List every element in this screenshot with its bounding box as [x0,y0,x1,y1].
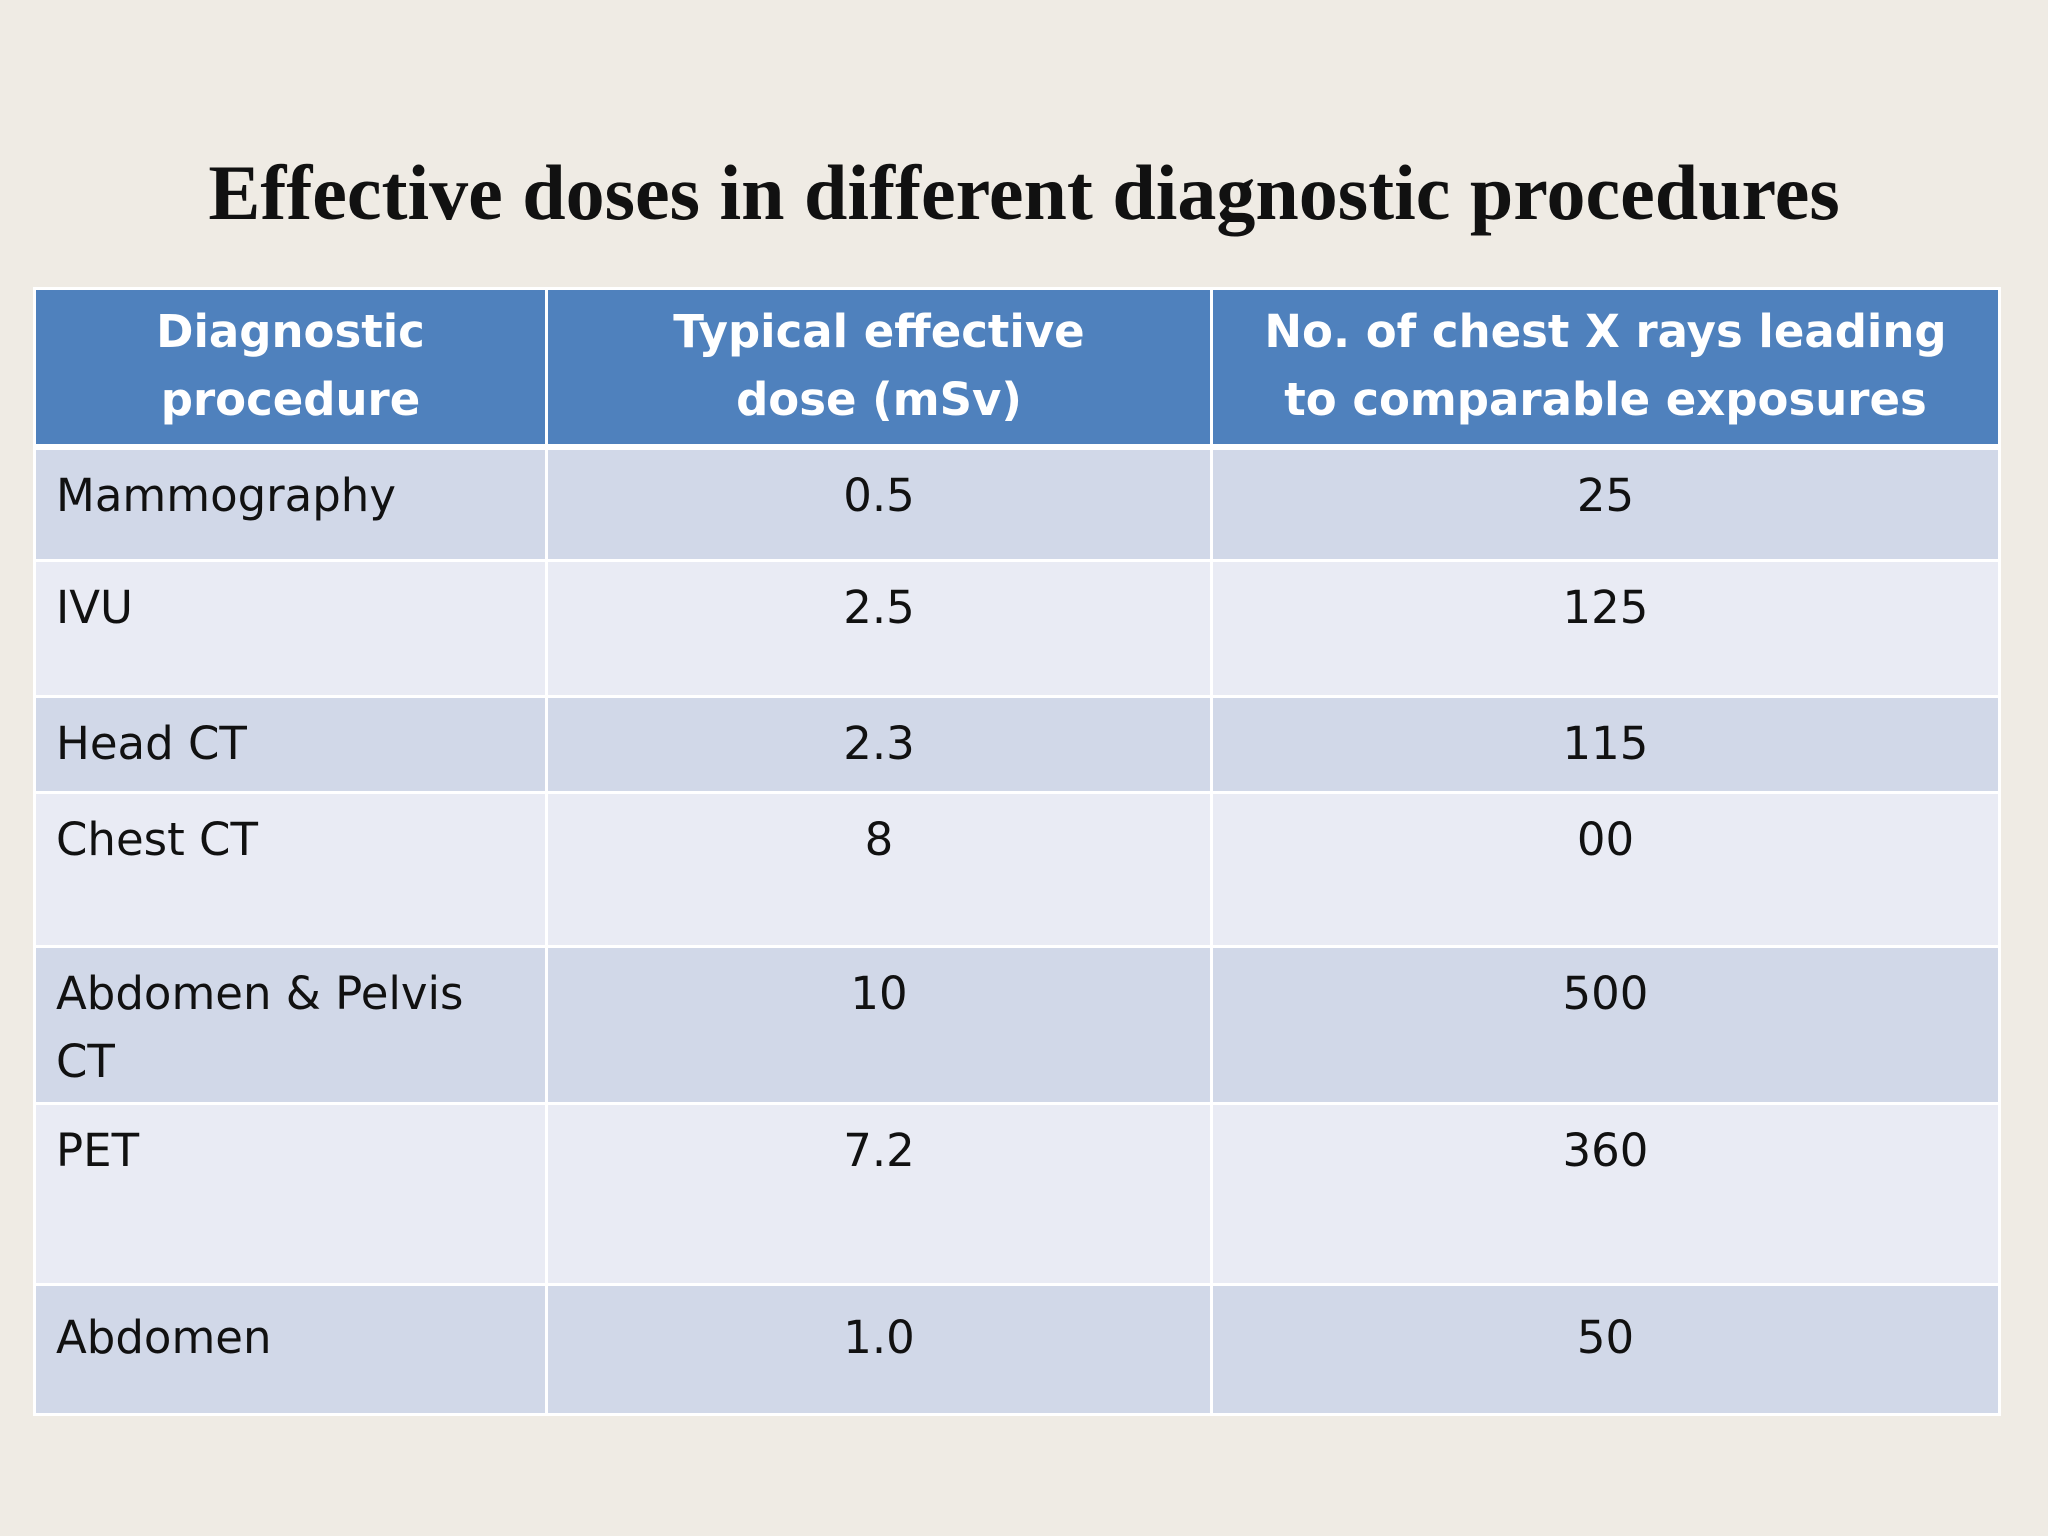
chest-xrays-cell: 360 [1210,1102,2001,1286]
dose-cell: 8 [545,791,1213,948]
chest-xrays-cell: 00 [1210,791,2001,948]
table-row: Abdomen 1.0 50 [33,1283,2001,1416]
chest-xrays-cell: 50 [1210,1283,2001,1416]
dose-cell: 2.3 [545,695,1213,794]
dose-cell: 0.5 [545,445,1213,562]
header-chest-xray-equivalent: No. of chest X rays leading to comparabl… [1210,287,2001,450]
table-row: Chest CT 8 00 [33,791,2001,948]
procedure-cell: IVU [33,559,548,698]
chest-xrays-cell: 500 [1210,945,2001,1105]
chest-xrays-cell: 125 [1210,559,2001,698]
dose-table: Diagnostic procedure Typical effective d… [33,287,2001,1416]
slide-title: Effective doses in different diagnostic … [208,149,1840,236]
dose-cell: 1.0 [545,1283,1213,1416]
header-diagnostic-procedure: Diagnostic procedure [33,287,548,450]
table-row: Head CT 2.3 115 [33,695,2001,794]
table-row: Abdomen & Pelvis CT 10 500 [33,945,2001,1105]
procedure-cell: PET [33,1102,548,1286]
procedure-cell: Abdomen & Pelvis CT [33,945,548,1105]
table-row: Mammography 0.5 25 [33,445,2001,562]
chest-xrays-cell: 115 [1210,695,2001,794]
dose-cell: 2.5 [545,559,1213,698]
header-typical-effective-dose: Typical effective dose (mSv) [545,287,1213,450]
table-header-row: Diagnostic procedure Typical effective d… [33,287,2001,450]
chest-xrays-cell: 25 [1210,445,2001,562]
table-row: IVU 2.5 125 [33,559,2001,698]
table-row: PET 7.2 360 [33,1102,2001,1286]
procedure-cell: Head CT [33,695,548,794]
procedure-cell: Mammography [33,445,548,562]
procedure-cell: Abdomen [33,1283,548,1416]
dose-cell: 7.2 [545,1102,1213,1286]
dose-cell: 10 [545,945,1213,1105]
procedure-cell: Chest CT [33,791,548,948]
